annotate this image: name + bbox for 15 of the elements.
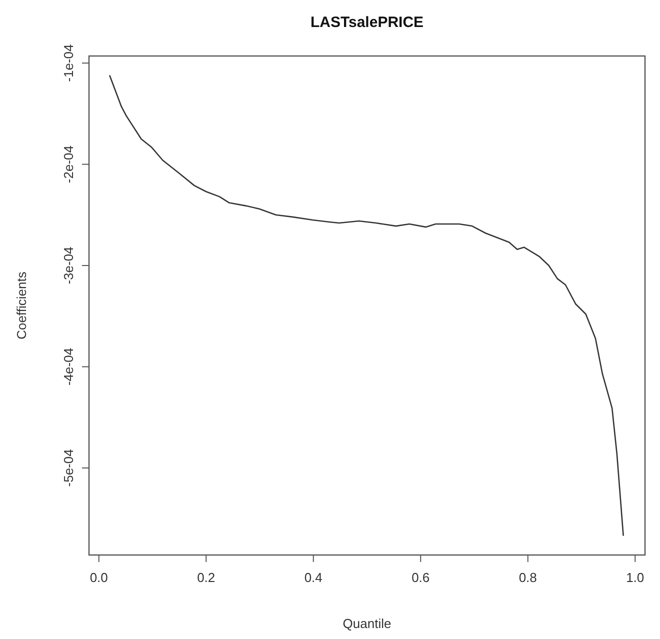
line-series — [108, 74, 624, 536]
x-axis-title: Quantile — [342, 616, 392, 631]
chart-title: LASTsalePRICE — [310, 14, 424, 31]
y-axis-title: Coefficients — [14, 271, 29, 340]
y-tick-label: -3e-04 — [61, 246, 76, 284]
y-tick-label: -1e-04 — [61, 44, 76, 82]
x-tick-label: 1.0 — [626, 570, 644, 585]
y-tick-label: -2e-04 — [61, 146, 76, 184]
x-tick-label: 0.0 — [90, 570, 108, 585]
x-tick-label: 0.6 — [412, 570, 430, 585]
x-tick-label: 0.2 — [197, 570, 216, 585]
y-tick-label: -5e-04 — [61, 449, 76, 487]
x-tick-label: 0.4 — [304, 570, 322, 585]
x-tick-label: 0.8 — [518, 570, 537, 585]
y-tick-label: -4e-04 — [61, 348, 76, 386]
